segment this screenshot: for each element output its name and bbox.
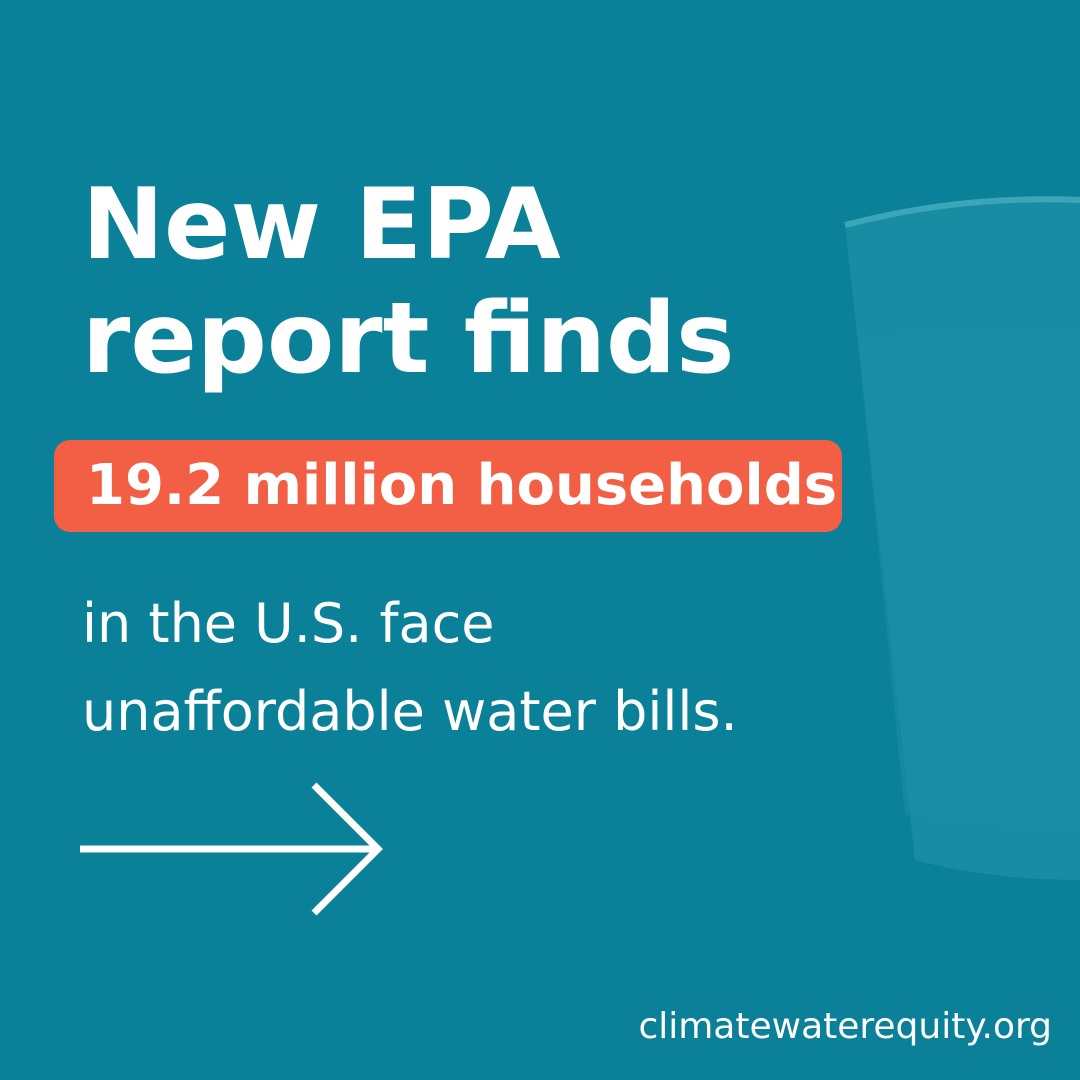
highlight: 19.2 million households xyxy=(86,453,838,518)
headline-line: New EPA xyxy=(82,168,561,282)
subtext-line: unaffordable water bills. xyxy=(82,680,738,743)
website: climatewaterequity.org xyxy=(638,1006,1052,1047)
subtext: in the U.S. face unaffordable water bills… xyxy=(82,580,738,756)
headline-line: report finds xyxy=(82,282,735,396)
arrow xyxy=(80,782,383,916)
highlight-pill xyxy=(54,440,842,532)
subtext-line: in the U.S. face xyxy=(82,592,495,655)
headline: New EPA report finds xyxy=(82,168,734,396)
